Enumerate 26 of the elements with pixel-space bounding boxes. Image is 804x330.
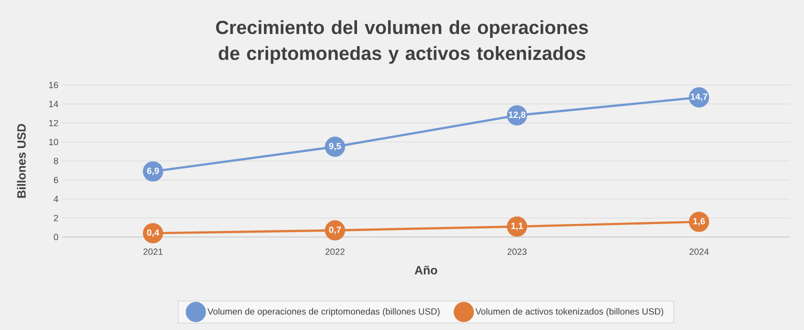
x-tick-label: 2022	[325, 248, 345, 255]
data-label: 12,8	[508, 112, 526, 120]
y-tick-label: 12	[49, 120, 58, 126]
y-tick-label: 2	[54, 214, 58, 222]
y-tick-label: 0	[54, 234, 58, 240]
y-tick-label: 16	[49, 82, 58, 88]
data-label: 1,6	[693, 218, 705, 226]
x-axis-title: Año	[414, 266, 438, 274]
data-label: 9,5	[329, 142, 341, 151]
y-axis-title: Billones USD	[16, 124, 26, 198]
x-tick-label: 2024	[689, 248, 709, 255]
data-label: 0,7	[329, 226, 341, 234]
data-label: 6,9	[147, 168, 159, 176]
data-label: 1,1	[511, 222, 523, 230]
data-label: 14,7	[690, 94, 708, 102]
data-label: 0,4	[147, 229, 160, 238]
y-tick-label: 10	[49, 138, 58, 146]
y-tick-label: 14	[49, 100, 58, 108]
x-tick-label: 2021	[143, 248, 163, 255]
y-tick-label: 4	[54, 196, 58, 202]
chart-title: Crecimiento del volumen de operaciones de criptomonedas y activos tokenizados	[216, 20, 588, 64]
x-tick-label: 2023	[507, 248, 527, 255]
legend-label: Volumen de activos tokenizados (billones USD)	[475, 308, 664, 316]
y-tick-label: 8	[54, 158, 58, 164]
legend-label: Volumen de operaciones de criptomonedas (billones USD)	[207, 308, 440, 316]
y-tick-label: 6	[54, 176, 58, 184]
